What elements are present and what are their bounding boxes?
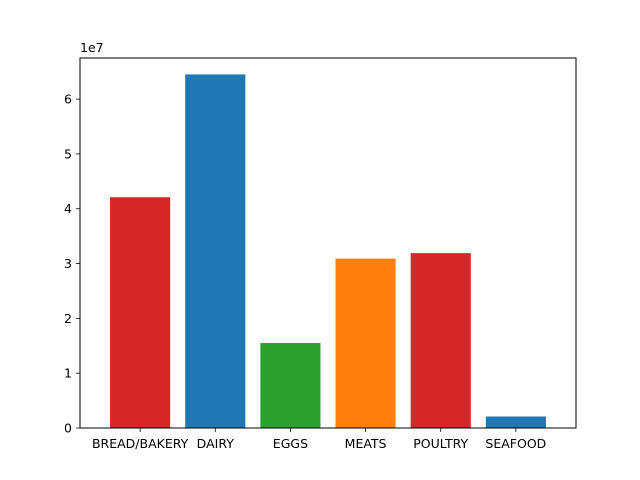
y-tick-label: 2 (64, 311, 72, 326)
y-tick-label: 3 (64, 256, 72, 271)
y-tick-label: 5 (64, 146, 72, 161)
y-tick-label: 1 (64, 366, 72, 381)
bars-group (110, 74, 546, 428)
x-tick-label: SEAFOOD (485, 436, 546, 451)
x-tick-label: BREAD/BAKERY (92, 436, 189, 451)
y-axis: 0 1 2 3 4 5 6 (64, 92, 80, 436)
plot-frame (79, 57, 577, 429)
x-tick-label: MEATS (345, 436, 387, 451)
bar-dairy (185, 74, 246, 428)
bar-poultry (410, 253, 471, 428)
x-tick-label: POULTRY (413, 436, 468, 451)
bar-seafood (485, 416, 546, 428)
bar-eggs (260, 343, 321, 428)
x-tick-label: EGGS (273, 436, 308, 451)
y-tick-label: 0 (64, 421, 72, 436)
y-tick-label: 6 (64, 92, 72, 107)
x-axis: BREAD/BAKERY DAIRY EGGS MEATS POULTRY SEAFOOD (92, 428, 546, 451)
bar-bread-bakery (110, 197, 171, 428)
x-tick-label: DAIRY (197, 436, 235, 451)
y-axis-offset-label: 1e7 (80, 40, 104, 55)
bar-meats (335, 258, 396, 428)
y-tick-label: 4 (64, 201, 72, 216)
